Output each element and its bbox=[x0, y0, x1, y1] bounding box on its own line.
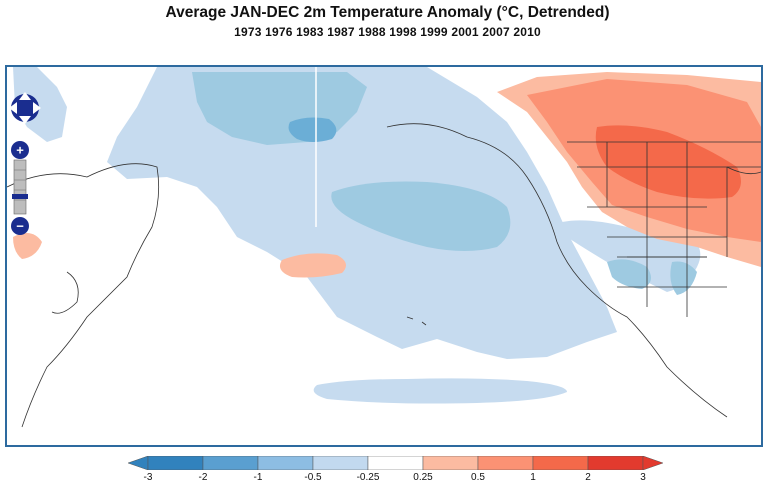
colorbar-tick-label: 1 bbox=[530, 472, 536, 483]
colorbar-bin bbox=[312, 456, 369, 470]
colorbar-bin bbox=[587, 456, 644, 470]
colorbar-bin bbox=[202, 456, 259, 470]
positive-anomaly bbox=[13, 72, 761, 278]
colorbar-bin bbox=[532, 456, 589, 470]
colorbar-over-triangle bbox=[642, 456, 663, 470]
negative-anomaly-medium bbox=[192, 72, 697, 295]
colorbar bbox=[128, 456, 663, 470]
zoom-in-button[interactable]: + bbox=[11, 141, 29, 159]
years-subtitle: 1973 1976 1983 1987 1988 1998 1999 2001 … bbox=[234, 25, 541, 39]
colorbar-tick-label: 0.5 bbox=[471, 472, 485, 483]
zoom-slider-track[interactable] bbox=[13, 159, 27, 215]
map-title: Average JAN-DEC 2m Temperature Anomaly (… bbox=[165, 4, 610, 21]
colorbar-tick-label: 2 bbox=[585, 472, 591, 483]
map-canvas bbox=[7, 67, 761, 428]
colorbar-tick-label: -2 bbox=[198, 472, 208, 483]
anomaly-map[interactable] bbox=[5, 65, 763, 447]
negative-anomaly-strong bbox=[288, 117, 337, 142]
zoom-out-label: − bbox=[16, 219, 24, 234]
colorbar-tick-label: -0.25 bbox=[356, 472, 380, 483]
colorbar-bin bbox=[257, 456, 314, 470]
colorbar-tick-label: 3 bbox=[640, 472, 646, 483]
colorbar-bin bbox=[367, 456, 424, 470]
zoom-slider-ticks bbox=[14, 169, 26, 201]
zoom-slider-handle[interactable] bbox=[12, 194, 28, 199]
colorbar-tick-label: -3 bbox=[143, 472, 153, 483]
zoom-in-label: + bbox=[16, 143, 24, 158]
colorbar-under-triangle bbox=[128, 456, 149, 470]
map-navigation: + − bbox=[7, 88, 45, 238]
pan-arrows-icon[interactable] bbox=[9, 92, 41, 124]
colorbar-bin bbox=[422, 456, 479, 470]
colorbar-bin bbox=[147, 456, 204, 470]
colorbar-tick-label: 0.25 bbox=[413, 472, 433, 483]
colorbar-bin bbox=[477, 456, 534, 470]
coastlines bbox=[7, 123, 761, 428]
colorbar-tick-label: -0.5 bbox=[304, 472, 322, 483]
zoom-out-button[interactable]: − bbox=[11, 217, 29, 235]
colorbar-tick-label: -1 bbox=[253, 472, 263, 483]
colorbar-labels: -3 -2 -1 -0.5 -0.25 0.25 0.5 1 2 3 bbox=[0, 472, 775, 486]
